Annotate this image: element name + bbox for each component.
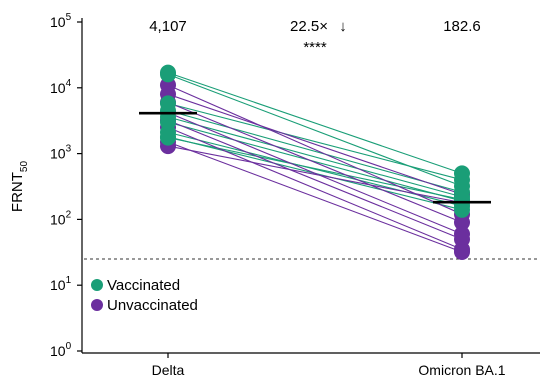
point-omicron — [454, 191, 470, 208]
fold-change-arrow: ↓ — [339, 18, 347, 35]
legend-marker — [91, 279, 103, 291]
pair-line — [167, 84, 463, 215]
legend: Vaccinated Unvaccinated — [91, 277, 198, 314]
pair-line — [167, 126, 463, 250]
point-omicron — [454, 171, 470, 188]
y-tick-label: 105 — [50, 12, 72, 30]
point-omicron — [454, 243, 470, 260]
pair-lines — [167, 72, 463, 253]
pair-line — [167, 112, 463, 235]
pair-line — [167, 102, 463, 181]
pair-line — [167, 72, 463, 174]
annotations: 4,107 182.6 22.5× ↓ **** — [149, 18, 481, 56]
median-bars — [139, 111, 491, 204]
legend-label: Vaccinated — [107, 277, 180, 294]
y-tick-label: 100 — [50, 341, 72, 359]
axes: 100 101 102 103 104 105 Delta Omicron BA.1 FRNT5… — [9, 12, 540, 378]
fold-change-label: 22.5× — [290, 18, 328, 35]
pair-line — [167, 110, 463, 193]
legend-marker — [91, 299, 103, 311]
pair-line — [167, 145, 463, 204]
x-tick-label: Delta — [152, 362, 185, 378]
x-tick-label: Omicron BA.1 — [418, 362, 505, 378]
y-tick-label: 101 — [50, 275, 72, 293]
pair-line — [167, 121, 463, 202]
legend-label: Unvaccinated — [107, 297, 198, 314]
pair-line — [167, 119, 463, 240]
pair-line — [167, 116, 463, 198]
point-omicron — [454, 214, 470, 231]
point-delta — [160, 66, 176, 83]
median-label: 4,107 — [149, 18, 187, 35]
y-tick-label: 102 — [50, 209, 72, 227]
y-axis-title: FRNT50 — [9, 161, 30, 213]
median-label: 182.6 — [443, 18, 481, 35]
y-tick-label: 103 — [50, 144, 72, 162]
point-delta — [160, 129, 176, 146]
significance-label: **** — [303, 39, 327, 56]
pair-line — [167, 101, 463, 223]
y-tick-label: 104 — [50, 78, 72, 96]
pair-line — [167, 141, 463, 253]
data-points — [160, 64, 470, 260]
pair-line — [167, 93, 463, 195]
